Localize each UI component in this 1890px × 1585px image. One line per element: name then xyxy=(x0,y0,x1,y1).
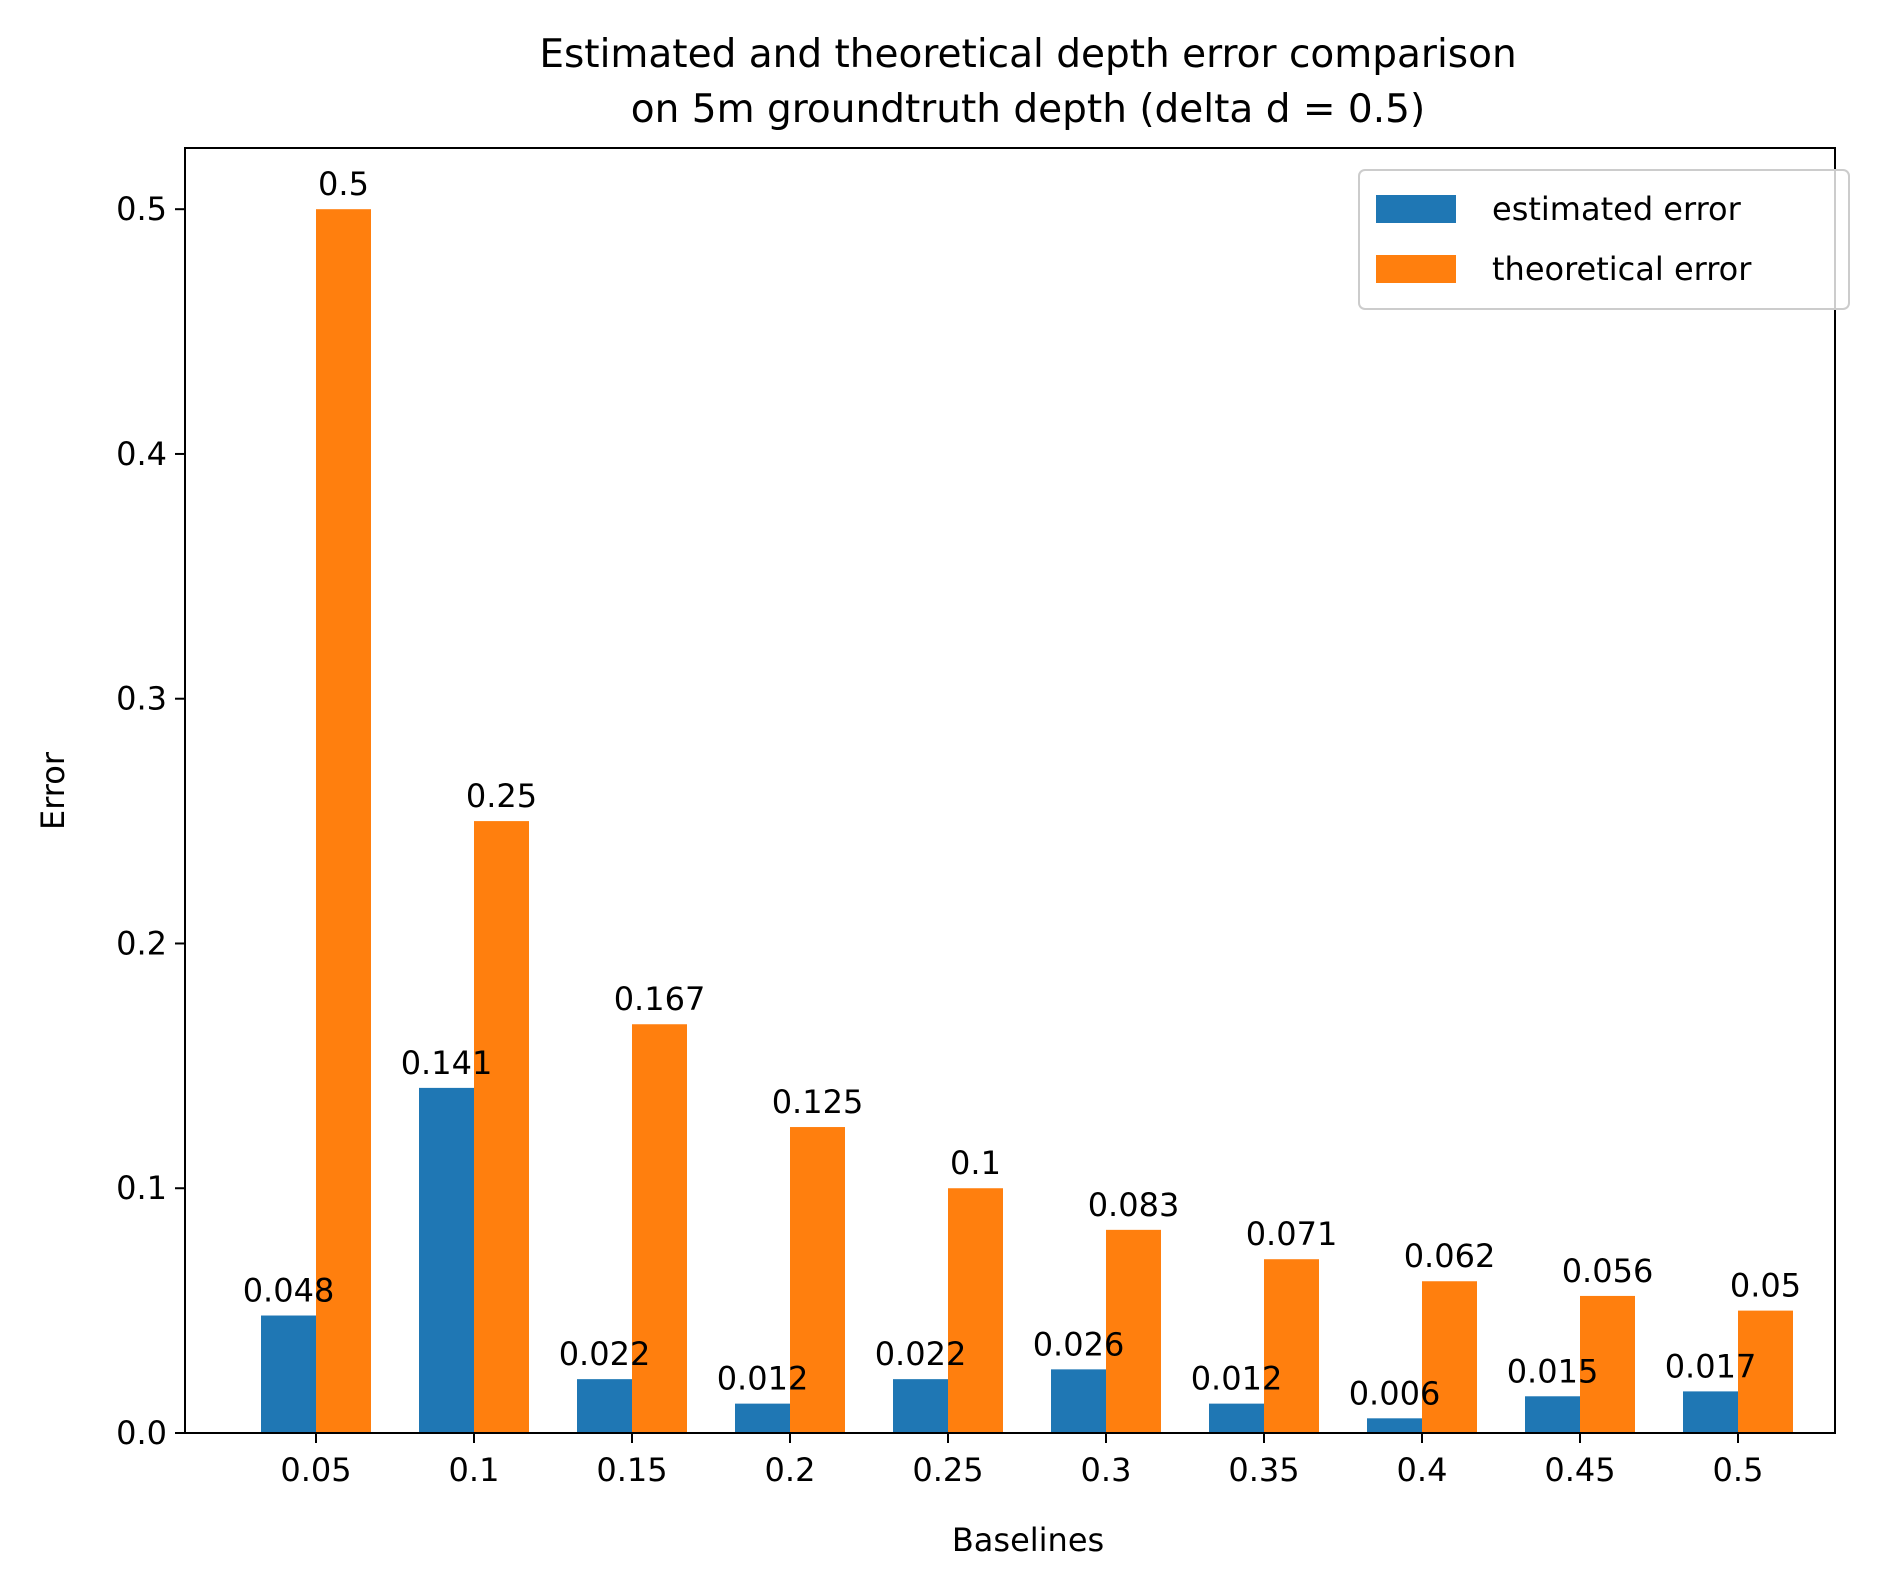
legend: estimated error theoretical error xyxy=(1358,169,1850,310)
bar-value-label: 0.05 xyxy=(1730,1267,1801,1305)
bar-theoretical-9 xyxy=(1738,1310,1793,1433)
y-axis-ticks: 0.0 0.1 0.2 0.3 0.4 0.5 xyxy=(116,190,185,1452)
x-tick-label: 0.4 xyxy=(1397,1451,1448,1489)
y-tick-label: 0.5 xyxy=(116,190,167,228)
bar-value-label: 0.25 xyxy=(466,777,537,815)
bar-estimated-8 xyxy=(1525,1396,1580,1433)
bar-value-label: 0.012 xyxy=(717,1360,809,1398)
bar-value-label: 0.5 xyxy=(318,165,369,203)
bar-theoretical-8 xyxy=(1580,1295,1635,1433)
legend-swatch-estimated xyxy=(1376,195,1456,223)
y-tick-label: 0.0 xyxy=(116,1414,167,1452)
x-axis-label: Baselines xyxy=(952,1521,1104,1559)
chart-title-line-1: Estimated and theoretical depth error co… xyxy=(539,32,1516,77)
x-tick-label: 0.45 xyxy=(1544,1451,1615,1489)
bar-theoretical-0 xyxy=(316,209,371,1434)
legend-swatch-theoretical xyxy=(1376,255,1456,283)
bar-value-label: 0.022 xyxy=(559,1335,651,1373)
bar-value-label: 0.083 xyxy=(1088,1186,1180,1224)
legend-label-theoretical: theoretical error xyxy=(1492,250,1752,288)
chart-title-line-2: on 5m groundtruth depth (delta d = 0.5) xyxy=(631,87,1425,132)
bar-value-label: 0.015 xyxy=(1507,1352,1599,1390)
bar-theoretical-7 xyxy=(1422,1281,1477,1433)
x-tick-label: 0.3 xyxy=(1081,1451,1132,1489)
bar-value-label: 0.012 xyxy=(1191,1360,1283,1398)
plot-area-frame xyxy=(184,147,1836,1434)
bar-estimated-3 xyxy=(735,1403,790,1433)
x-tick-label: 0.2 xyxy=(765,1451,816,1489)
x-tick-label: 0.1 xyxy=(449,1451,500,1489)
bar-estimated-1 xyxy=(419,1087,474,1433)
y-tick-label: 0.3 xyxy=(116,680,167,718)
bar-theoretical-4 xyxy=(948,1188,1003,1433)
bars-group xyxy=(261,209,1793,1434)
bar-theoretical-3 xyxy=(790,1127,845,1433)
bar-value-label: 0.141 xyxy=(401,1044,493,1082)
x-axis-ticks: 0.05 0.1 0.15 0.2 0.25 0.3 0.35 0.4 0.45 0.5 xyxy=(280,1433,1763,1489)
bar-value-label: 0.1 xyxy=(950,1144,1001,1182)
y-axis-label: Error xyxy=(34,751,72,830)
bar-value-label: 0.056 xyxy=(1562,1252,1654,1290)
legend-label-estimated: estimated error xyxy=(1492,190,1742,228)
legend-frame xyxy=(1358,169,1850,310)
bar-value-label: 0.017 xyxy=(1665,1347,1757,1385)
x-tick-label: 0.35 xyxy=(1228,1451,1299,1489)
bar-theoretical-6 xyxy=(1264,1259,1319,1433)
bar-value-label: 0.026 xyxy=(1033,1325,1125,1363)
bar-estimated-7 xyxy=(1367,1418,1422,1433)
y-tick-label: 0.1 xyxy=(116,1169,167,1207)
bar-value-label: 0.048 xyxy=(243,1272,335,1310)
bar-value-label: 0.167 xyxy=(614,980,706,1018)
bar-estimated-0 xyxy=(261,1315,316,1433)
bar-theoretical-5 xyxy=(1106,1229,1161,1433)
bar-estimated-2 xyxy=(577,1379,632,1433)
bar-theoretical-1 xyxy=(474,821,529,1433)
bar-theoretical-2 xyxy=(632,1024,687,1433)
bar-estimated-9 xyxy=(1683,1391,1738,1433)
y-tick-label: 0.4 xyxy=(116,435,167,473)
bar-estimated-5 xyxy=(1051,1369,1106,1433)
bar-value-label: 0.062 xyxy=(1404,1237,1496,1275)
x-tick-label: 0.25 xyxy=(912,1451,983,1489)
x-tick-label: 0.5 xyxy=(1713,1451,1764,1489)
bar-labels-group: 0.048 0.5 0.141 0.25 0.022 0.167 0.012 0.125 0.0… xyxy=(243,165,1801,1412)
x-tick-label: 0.05 xyxy=(280,1451,351,1489)
bar-value-label: 0.006 xyxy=(1349,1374,1441,1412)
x-tick-label: 0.15 xyxy=(596,1451,667,1489)
bar-value-label: 0.071 xyxy=(1246,1215,1338,1253)
bar-value-label: 0.022 xyxy=(875,1335,967,1373)
bar-value-label: 0.125 xyxy=(772,1083,864,1121)
bar-estimated-6 xyxy=(1209,1403,1264,1433)
y-tick-label: 0.2 xyxy=(116,924,167,962)
bar-estimated-4 xyxy=(893,1379,948,1433)
